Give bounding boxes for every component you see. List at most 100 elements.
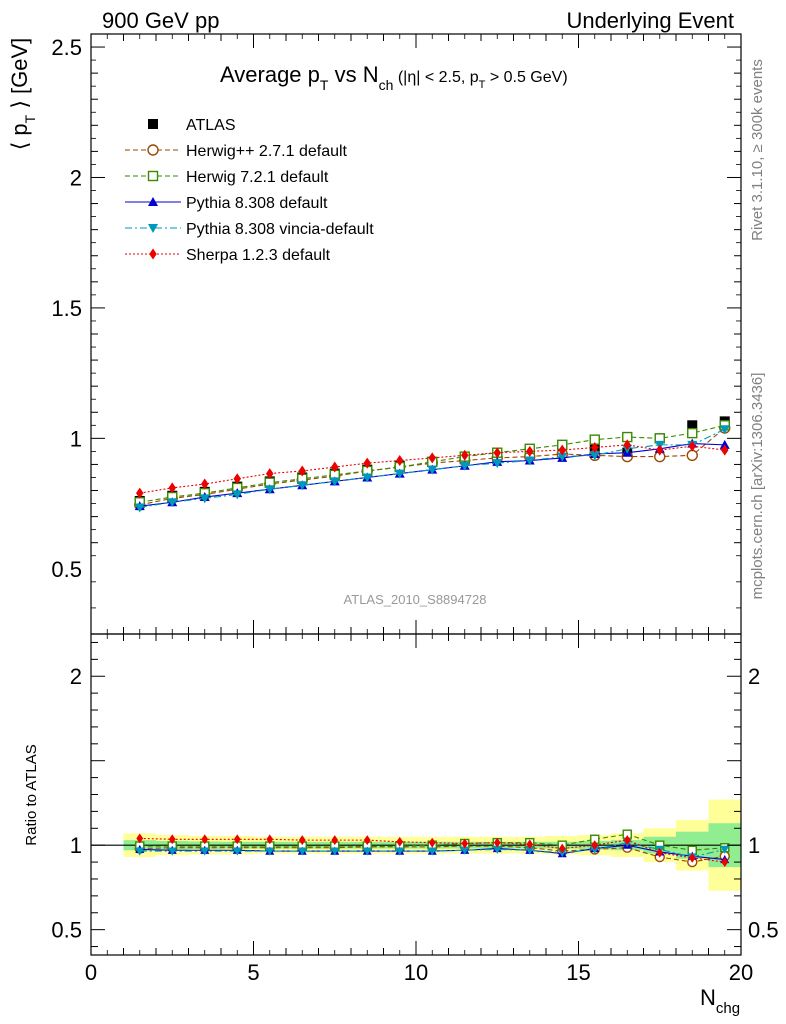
data-point-herwig-7-2-1-default <box>687 427 698 439</box>
ratio-y-tick-label-right: 1 <box>748 833 760 858</box>
data-point-pythia-8-308-vincia-default <box>492 459 503 469</box>
ratio-point-pythia-8-308-vincia-default <box>720 845 730 854</box>
legend-marker-herwig-2-7-1-default <box>147 144 159 156</box>
y-tick-label: 1 <box>70 426 82 451</box>
y-tick-label: 1.5 <box>51 296 82 321</box>
legend-label-atlas: ATLAS <box>186 117 236 134</box>
ratio-point-pythia-8-308-vincia-default <box>525 846 535 855</box>
ratio-y-tick-label-right: 2 <box>748 664 760 689</box>
data-point-pythia-8-308-vincia-default <box>524 456 535 466</box>
x-tick-label: 15 <box>566 960 590 985</box>
data-point-sherpa-1-2-3-default <box>298 465 306 477</box>
x-tick-label: 20 <box>729 960 753 985</box>
legend-label-herwig-7-2-1-default: Herwig 7.2.1 default <box>186 169 329 186</box>
ratio-point-pythia-8-308-vincia-default <box>200 847 210 856</box>
data-point-pythia-8-308-vincia-default <box>297 481 308 491</box>
data-point-pythia-8-308-vincia-default <box>427 465 438 475</box>
legend: ATLAS Herwig++ 2.7.1 default Herwig 7.2.1 … <box>125 117 374 264</box>
ratio-point-sherpa-1-2-3-default <box>461 838 469 849</box>
data-point-sherpa-1-2-3-default <box>526 445 534 457</box>
y-tick-label: 2 <box>70 165 82 190</box>
x-tick-label: 10 <box>404 960 428 985</box>
title-sub-1: T <box>320 77 329 93</box>
legend-marker-sherpa-1-2-3-default <box>149 248 157 260</box>
ylabel-pre: ⟨ p <box>7 123 32 150</box>
legend-marker-herwig-7-2-1-default <box>147 170 159 182</box>
rivet-label: Rivet 3.1.10, ≥ 300k events <box>749 59 766 241</box>
ratio-point-sherpa-1-2-3-default <box>233 834 241 845</box>
data-point-pythia-8-308-vincia-default <box>329 477 340 487</box>
legend-label-herwig-2-7-1-default: Herwig++ 2.7.1 default <box>186 143 348 160</box>
title-part-4: > 0.5 GeV) <box>485 69 567 86</box>
title-sub-3: T <box>479 79 486 91</box>
main-ylabel: ⟨ pT ⟩ [GeV] <box>7 38 38 151</box>
ratio-point-pythia-8-308-vincia-default <box>427 847 437 856</box>
ratio-point-pythia-8-308-vincia-default <box>135 847 145 856</box>
ratio-point-pythia-8-308-vincia-default <box>265 847 275 856</box>
data-point-pythia-8-308-vincia-default <box>167 498 178 508</box>
data-point-sherpa-1-2-3-default <box>493 447 501 459</box>
ratio-point-sherpa-1-2-3-default <box>526 839 534 850</box>
data-point-sherpa-1-2-3-default <box>591 441 599 453</box>
data-point-pythia-8-308-vincia-default <box>394 469 405 479</box>
data-point-pythia-8-308-vincia-default <box>362 473 373 483</box>
data-point-sherpa-1-2-3-default <box>428 452 436 464</box>
ratio-point-pythia-8-308-vincia-default <box>297 847 307 856</box>
data-point-pythia-8-308-vincia-default <box>199 494 210 504</box>
ratio-point-sherpa-1-2-3-default <box>688 852 696 863</box>
title-part-3: (|η| < 2.5, p <box>393 69 478 86</box>
ratio-y-tick-label: 2 <box>70 664 82 689</box>
ratio-point-sherpa-1-2-3-default <box>558 843 566 854</box>
data-point-pythia-8-308-vincia-default <box>459 461 470 471</box>
ylabel-post: ⟩ [GeV] <box>7 38 32 115</box>
main-series-layer <box>134 416 731 513</box>
ratio-y-tick-label: 1 <box>70 833 82 858</box>
data-point-sherpa-1-2-3-default <box>721 444 729 456</box>
data-point-sherpa-1-2-3-default <box>396 455 404 467</box>
xlabel-main: N <box>700 985 716 1010</box>
chart-title: Average pT vs Nch (|η| < 2.5, pT > 0.5 G… <box>220 62 568 93</box>
x-tick-label: 0 <box>85 960 97 985</box>
legend-marker-atlas <box>148 119 158 129</box>
data-point-sherpa-1-2-3-default <box>688 440 696 452</box>
legend-item-herwig-2-7-1-default: Herwig++ 2.7.1 default <box>125 143 348 160</box>
ylabel-sub: T <box>22 114 38 123</box>
ratio-point-sherpa-1-2-3-default <box>266 834 274 845</box>
ratio-point-sherpa-1-2-3-default <box>656 847 664 858</box>
data-point-sherpa-1-2-3-default <box>201 478 209 490</box>
legend-item-pythia-8-308-vincia-default: Pythia 8.308 vincia-default <box>125 221 374 238</box>
ratio-point-sherpa-1-2-3-default <box>363 835 371 846</box>
ratio-y-tick-label-right: 0.5 <box>748 918 779 943</box>
ratio-point-sherpa-1-2-3-default <box>721 857 729 868</box>
ratio-point-sherpa-1-2-3-default <box>298 835 306 846</box>
ratio-point-sherpa-1-2-3-default <box>591 840 599 851</box>
ratio-point-sherpa-1-2-3-default <box>201 834 209 845</box>
data-point-sherpa-1-2-3-default <box>656 444 664 456</box>
ratio-point-sherpa-1-2-3-default <box>623 835 631 846</box>
ratio-point-pythia-8-308-vincia-default <box>395 847 405 856</box>
ratio-point-sherpa-1-2-3-default <box>493 837 501 848</box>
ratio-point-pythia-8-308-vincia-default <box>460 846 470 855</box>
data-point-pythia-8-308-vincia-default <box>719 425 730 435</box>
ratio-point-sherpa-1-2-3-default <box>396 836 404 847</box>
title-part-1: Average p <box>220 62 320 87</box>
legend-item-atlas: ATLAS <box>148 117 236 134</box>
legend-item-herwig-7-2-1-default: Herwig 7.2.1 default <box>125 169 329 186</box>
mcplots-label: mcplots.cern.ch [arXiv:1306.3436] <box>749 373 766 600</box>
legend-label-pythia-8-308-default: Pythia 8.308 default <box>186 195 328 212</box>
data-point-sherpa-1-2-3-default <box>168 482 176 494</box>
ratio-point-sherpa-1-2-3-default <box>331 835 339 846</box>
data-point-sherpa-1-2-3-default <box>461 449 469 461</box>
title-part-2: vs N <box>328 62 378 87</box>
data-point-pythia-8-308-vincia-default <box>232 490 243 500</box>
data-point-sherpa-1-2-3-default <box>331 461 339 473</box>
data-point-sherpa-1-2-3-default <box>623 439 631 451</box>
legend-item-sherpa-1-2-3-default: Sherpa 1.2.3 default <box>125 247 331 264</box>
legend-label-sherpa-1-2-3-default: Sherpa 1.2.3 default <box>186 247 331 264</box>
data-point-herwig-2-7-1-default <box>686 449 698 462</box>
ratio-point-pythia-8-308-vincia-default <box>362 847 372 856</box>
y-tick-label: 2.5 <box>51 35 82 60</box>
data-point-atlas <box>687 420 698 431</box>
legend-label-pythia-8-308-vincia-default: Pythia 8.308 vincia-default <box>186 221 374 238</box>
